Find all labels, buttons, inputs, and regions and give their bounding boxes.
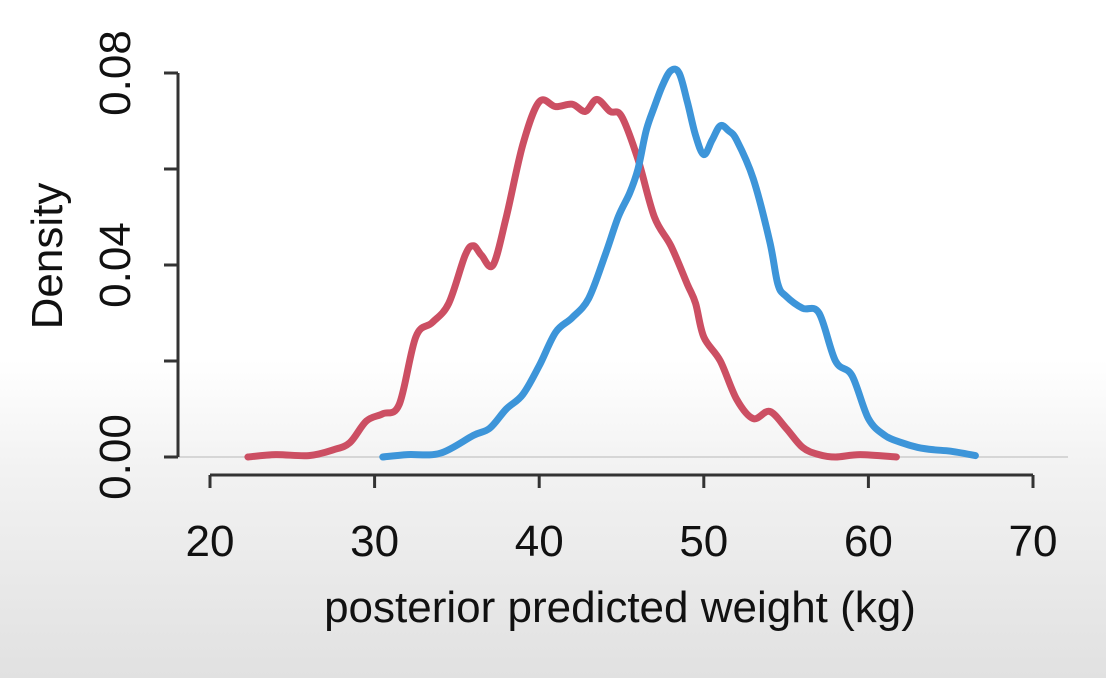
x-axis-ticks: 20 30 40 50 60 70 (186, 475, 1058, 566)
y-axis-ticks: 0.00 0.04 0.08 (91, 30, 178, 500)
density-line-blue (379, 65, 979, 461)
x-tick-label: 30 (350, 517, 399, 566)
plot-area: 0.00 0.04 0.08 20 30 40 50 60 70 (91, 30, 1068, 566)
series-layer (244, 65, 979, 461)
density-line-red (244, 95, 900, 461)
y-tick-label: 0.04 (91, 222, 140, 308)
x-axis-title: posterior predicted weight (kg) (324, 583, 916, 632)
x-tick-label: 60 (844, 517, 893, 566)
x-tick-label: 70 (1009, 517, 1058, 566)
y-tick-label: 0.00 (91, 414, 140, 500)
y-axis-title: Density (23, 183, 72, 330)
x-tick-label: 50 (679, 517, 728, 566)
y-tick-label: 0.08 (91, 30, 140, 116)
x-tick-label: 20 (186, 517, 235, 566)
x-tick-label: 40 (515, 517, 564, 566)
